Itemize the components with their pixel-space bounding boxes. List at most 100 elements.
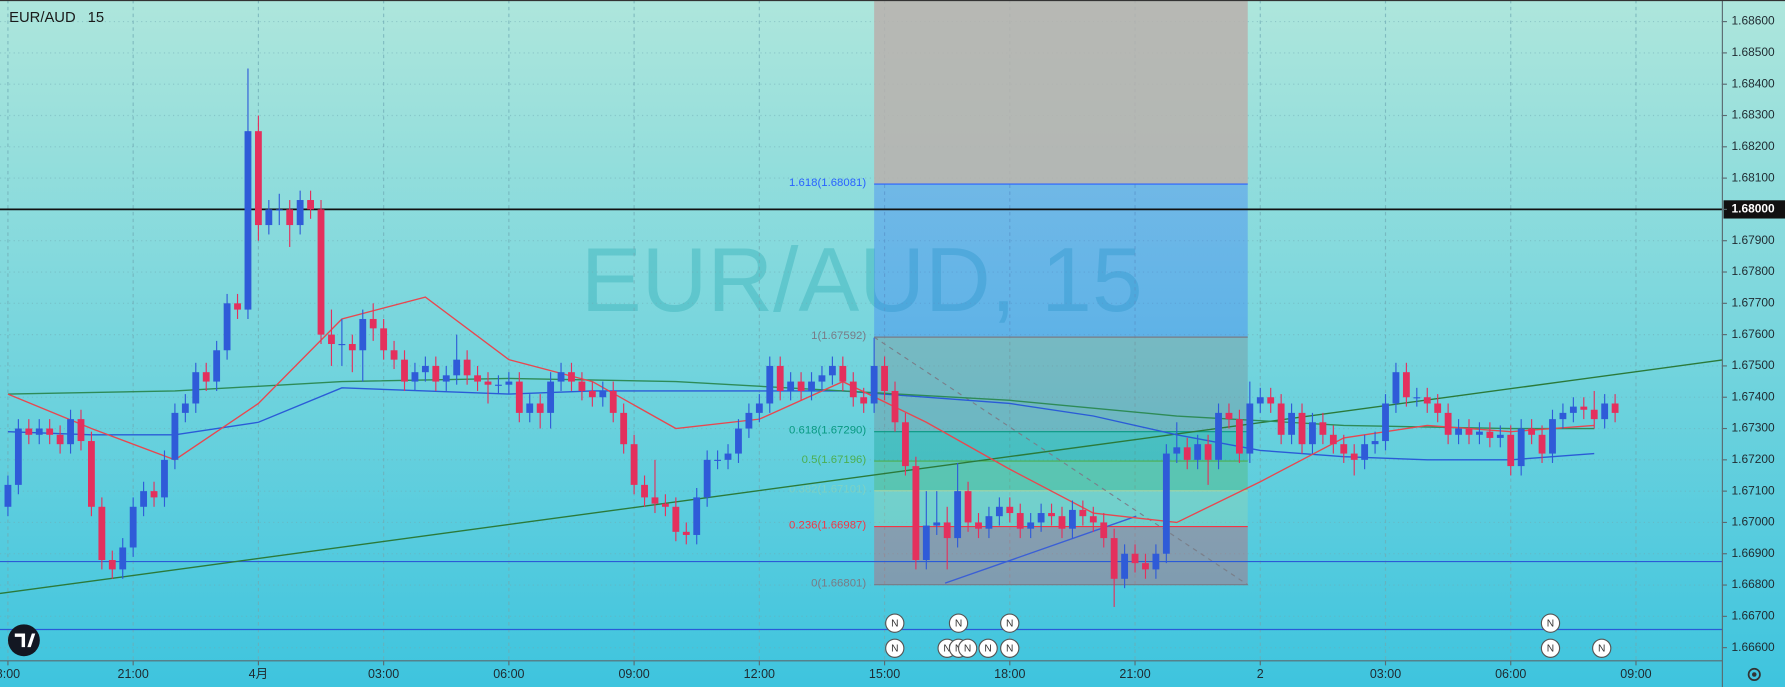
- candle-body: [328, 334, 335, 345]
- interval: 15: [88, 10, 104, 26]
- y-tick-label: 1.68600: [1731, 14, 1774, 28]
- settings-icon[interactable]: [1747, 667, 1761, 682]
- y-tick-label: 1.67400: [1731, 389, 1774, 403]
- candle-body: [693, 497, 701, 535]
- x-tick-label: 21:00: [1119, 667, 1150, 681]
- event-marker[interactable]: N: [957, 638, 978, 658]
- candle-body: [98, 506, 106, 561]
- event-marker[interactable]: N: [885, 613, 905, 633]
- candle-body: [463, 359, 471, 376]
- y-tick-label: 1.67100: [1731, 483, 1774, 497]
- candle-body: [1611, 403, 1619, 413]
- candle-body: [192, 372, 200, 404]
- candle-body: [1037, 513, 1045, 523]
- event-marker-label: N: [1547, 618, 1554, 629]
- candle-body: [1110, 538, 1118, 579]
- watermark: EUR/AUD, 15: [581, 230, 1143, 331]
- fib-band: [874, 184, 1248, 338]
- candle-body: [735, 428, 742, 454]
- fib-band: [874, 431, 1248, 462]
- candle-body: [14, 428, 22, 485]
- candle-body: [77, 419, 85, 442]
- y-tick-label: 1.67300: [1731, 421, 1774, 435]
- candle-body: [1048, 513, 1055, 517]
- candle-body: [1194, 444, 1202, 460]
- x-tick-label: 4月: [249, 667, 268, 681]
- event-marker-circle: [1540, 638, 1561, 658]
- y-tick-label: 1.66700: [1731, 608, 1774, 622]
- y-tick-label: 1.67600: [1731, 327, 1774, 341]
- candle-body: [1549, 419, 1556, 454]
- candle-body: [390, 350, 398, 360]
- candle-body: [1340, 444, 1348, 454]
- candle-body: [1444, 412, 1452, 435]
- candle-body: [108, 560, 116, 570]
- candle-body: [651, 497, 659, 504]
- y-tick-label: 1.68200: [1731, 139, 1774, 153]
- x-tick-label: 03:00: [1370, 667, 1401, 681]
- candle-body: [119, 547, 127, 570]
- candle-body: [1392, 372, 1400, 404]
- candle-body: [223, 303, 231, 351]
- candle-body: [578, 381, 586, 391]
- candle-body: [1204, 444, 1212, 460]
- candle-body: [150, 491, 158, 498]
- candle-body: [1298, 412, 1306, 445]
- fib-top-zone: [874, 0, 1248, 185]
- event-marker-circle: [948, 613, 969, 633]
- axis-highlight: [1723, 200, 1785, 219]
- candle-body: [1100, 522, 1108, 539]
- event-marker[interactable]: N: [978, 638, 998, 658]
- event-marker[interactable]: N: [1000, 638, 1020, 658]
- candle-body: [474, 375, 481, 382]
- event-marker-label: N: [984, 644, 991, 655]
- x-tick-label: 21:00: [118, 667, 149, 681]
- candle-body: [1215, 412, 1222, 460]
- y-tick-label: 1.68400: [1731, 76, 1774, 90]
- candle-body: [703, 459, 711, 498]
- event-marker[interactable]: N: [1592, 638, 1612, 658]
- candle-body: [641, 484, 648, 498]
- candle-body: [828, 365, 836, 376]
- candle-body: [1121, 553, 1129, 579]
- event-marker[interactable]: N: [948, 613, 969, 633]
- candle-body: [943, 522, 951, 539]
- candle-body: [317, 209, 325, 335]
- candle-body: [881, 365, 888, 391]
- candle-body: [1089, 516, 1097, 523]
- candle-body: [307, 200, 314, 210]
- event-marker-circle: [885, 638, 905, 658]
- candle-body: [1455, 428, 1462, 435]
- fib-label: 1(1.67592): [811, 330, 866, 342]
- candle-body: [1131, 553, 1139, 564]
- candle-body: [1079, 509, 1087, 517]
- event-marker-label: N: [891, 618, 898, 629]
- candle-body: [359, 318, 367, 351]
- candle-body: [515, 381, 523, 413]
- candle-body: [1361, 444, 1369, 460]
- candle-body: [1069, 509, 1076, 529]
- candle-body: [1016, 513, 1024, 529]
- event-marker-label: N: [943, 644, 950, 655]
- event-marker-label: N: [1006, 644, 1013, 655]
- candle-body: [442, 375, 450, 382]
- event-marker-label: N: [964, 644, 971, 655]
- moving-average: [7, 296, 1595, 524]
- event-marker-label: N: [1006, 618, 1013, 629]
- event-marker[interactable]: N: [885, 638, 905, 658]
- candle-body: [25, 428, 33, 435]
- candle-body: [348, 344, 356, 351]
- event-marker[interactable]: N: [1540, 613, 1561, 633]
- event-marker[interactable]: N: [1000, 613, 1020, 633]
- candle-body: [922, 525, 930, 561]
- event-marker-circle: [1000, 613, 1020, 633]
- x-tick-label: 12:00: [744, 667, 775, 681]
- candle-body: [495, 384, 502, 386]
- candle-body: [766, 365, 774, 404]
- candle-body: [808, 381, 815, 391]
- candle-body: [1058, 516, 1066, 529]
- candle-body: [286, 209, 294, 226]
- candle-body: [557, 372, 565, 382]
- event-marker[interactable]: N: [1540, 638, 1561, 658]
